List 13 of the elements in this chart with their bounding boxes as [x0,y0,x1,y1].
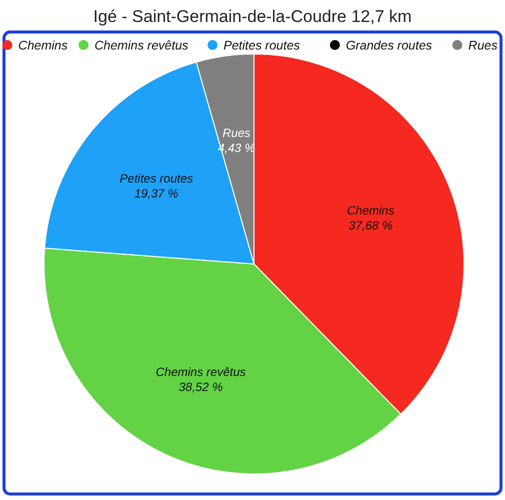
data-label: 19,37 % [134,186,179,200]
legend-label: Grandes routes [346,38,432,52]
slice-label: Chemins [347,203,394,218]
slice-label: Petites routes [120,171,194,186]
legend-label: Petites routes [224,38,300,52]
chart-title: Igé - Saint-Germain-de-la-Coudre 12,7 km [93,7,412,26]
data-label: 38,52 % [178,380,224,394]
data-label: 37,68 % [348,218,394,232]
slice-label: Chemins revêtus [156,365,246,380]
legend-label: Chemins [18,38,68,52]
slice-label: Rues [222,126,251,140]
legend-label: Chemins revêtus [94,38,188,52]
legend-label: Rues [468,38,498,52]
